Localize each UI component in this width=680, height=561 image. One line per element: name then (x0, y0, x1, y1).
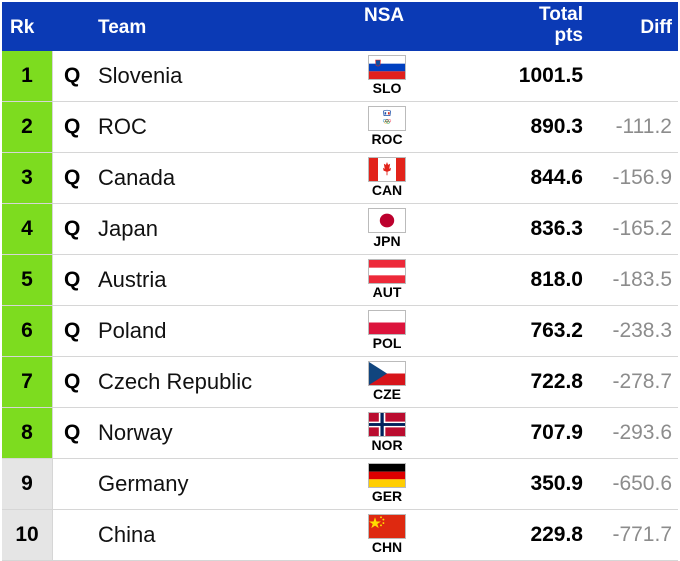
nsa-code: CHN (371, 539, 403, 555)
team-name[interactable]: Czech Republic (98, 369, 253, 394)
rank-cell: 6 (2, 306, 53, 356)
total-points: 763.2 (530, 319, 583, 342)
table-row: 4 Q Japan JPN 836.3 -165.2 (2, 204, 678, 255)
header-team[interactable]: Team (98, 17, 147, 38)
table-row: 7 Q Czech Republic CZE 722.8 -278.7 (2, 357, 678, 408)
flag-austria-icon (368, 259, 406, 284)
points-diff: -278.7 (612, 370, 672, 393)
table-row: 3 Q Canada CAN 844.6 -156.9 (2, 153, 678, 204)
flag-canada-icon (368, 157, 406, 182)
flag-japan-icon (368, 208, 406, 233)
points-diff: -293.6 (612, 421, 672, 444)
flag-roc-icon (368, 106, 406, 131)
rank-cell: 4 (2, 204, 53, 254)
total-points: 1001.5 (518, 64, 583, 87)
team-name[interactable]: Norway (98, 420, 173, 445)
flag-germany-icon (368, 463, 406, 488)
header-total-line1: Total (539, 4, 583, 25)
qualified-mark: Q (64, 268, 81, 291)
rank-cell: 1 (2, 51, 53, 101)
nsa-code: POL (372, 335, 402, 351)
points-diff: -111.2 (615, 115, 672, 138)
qualified-mark: Q (64, 421, 81, 444)
table-row: 8 Q Norway NOR 707.9 -293.6 (2, 408, 678, 459)
nsa-code: JPN (373, 233, 401, 249)
rank-cell: 5 (2, 255, 53, 305)
flag-china-icon (368, 514, 406, 539)
points-diff: -650.6 (612, 472, 672, 495)
total-points: 722.8 (530, 370, 583, 393)
header-nsa[interactable]: NSA (364, 5, 405, 26)
nsa-code: SLO (372, 80, 402, 96)
rank-cell: 8 (2, 408, 53, 458)
team-name[interactable]: Germany (98, 471, 189, 496)
qualified-mark: Q (64, 115, 81, 138)
rank-cell: 9 (2, 459, 53, 509)
table-row: 10 China CHN 229.8 -771.7 (2, 510, 678, 561)
team-name[interactable]: Austria (98, 267, 167, 292)
header-total-points[interactable]: Total pts (539, 4, 583, 46)
nsa-code: NOR (371, 437, 403, 453)
header-diff[interactable]: Diff (640, 17, 672, 38)
qualified-mark: Q (64, 370, 81, 393)
rank-cell: 10 (2, 510, 53, 560)
team-name[interactable]: China (98, 522, 156, 547)
qualified-mark: Q (64, 166, 81, 189)
rank-cell: 7 (2, 357, 53, 407)
nsa-code: CZE (373, 386, 401, 402)
table-header: Rk Team NSA Total pts Diff (2, 2, 678, 51)
nsa-cell: CZE (367, 361, 407, 402)
team-name[interactable]: Canada (98, 165, 176, 190)
nsa-cell: SLO (367, 55, 407, 96)
points-diff: -156.9 (612, 166, 672, 189)
nsa-code: CAN (371, 182, 403, 198)
table-row: 6 Q Poland POL 763.2 -238.3 (2, 306, 678, 357)
total-points: 229.8 (530, 523, 583, 546)
nsa-cell: POL (367, 310, 407, 351)
total-points: 707.9 (530, 421, 583, 444)
nsa-code: ROC (371, 131, 403, 147)
rank-cell: 2 (2, 102, 53, 152)
team-name[interactable]: Slovenia (98, 63, 183, 88)
points-diff: -183.5 (612, 268, 672, 291)
table-row: 2 Q ROC ROC 890.3 -111.2 (2, 102, 678, 153)
total-points: 890.3 (530, 115, 583, 138)
flag-poland-icon (368, 310, 406, 335)
flag-slovenia-icon (368, 55, 406, 80)
nsa-code: GER (371, 488, 403, 504)
team-name[interactable]: Poland (98, 318, 167, 343)
points-diff: -771.7 (612, 523, 672, 546)
nsa-code: AUT (372, 284, 402, 300)
flag-norway-icon (368, 412, 406, 437)
points-diff: -238.3 (612, 319, 672, 342)
rank-cell: 3 (2, 153, 53, 203)
total-points: 350.9 (530, 472, 583, 495)
table-row: 9 Germany GER 350.9 -650.6 (2, 459, 678, 510)
nsa-cell: NOR (367, 412, 407, 453)
qualified-mark: Q (64, 217, 81, 240)
qualified-mark: Q (64, 319, 81, 342)
header-total-line2: pts (554, 25, 584, 46)
team-name[interactable]: ROC (98, 114, 147, 139)
nsa-cell: CAN (367, 157, 407, 198)
total-points: 818.0 (530, 268, 583, 291)
total-points: 836.3 (530, 217, 583, 240)
table-row: 5 Q Austria AUT 818.0 -183.5 (2, 255, 678, 306)
flag-czech-icon (368, 361, 406, 386)
nsa-cell: AUT (367, 259, 407, 300)
qualified-mark: Q (64, 64, 81, 87)
total-points: 844.6 (530, 166, 583, 189)
points-diff: -165.2 (612, 217, 672, 240)
nsa-cell: JPN (367, 208, 407, 249)
nsa-cell: CHN (367, 514, 407, 555)
table-row: 1 Q Slovenia SLO 1001.5 (2, 51, 678, 102)
nsa-cell: GER (367, 463, 407, 504)
header-rank[interactable]: Rk (10, 17, 35, 38)
team-name[interactable]: Japan (98, 216, 158, 241)
nsa-cell: ROC (367, 106, 407, 147)
